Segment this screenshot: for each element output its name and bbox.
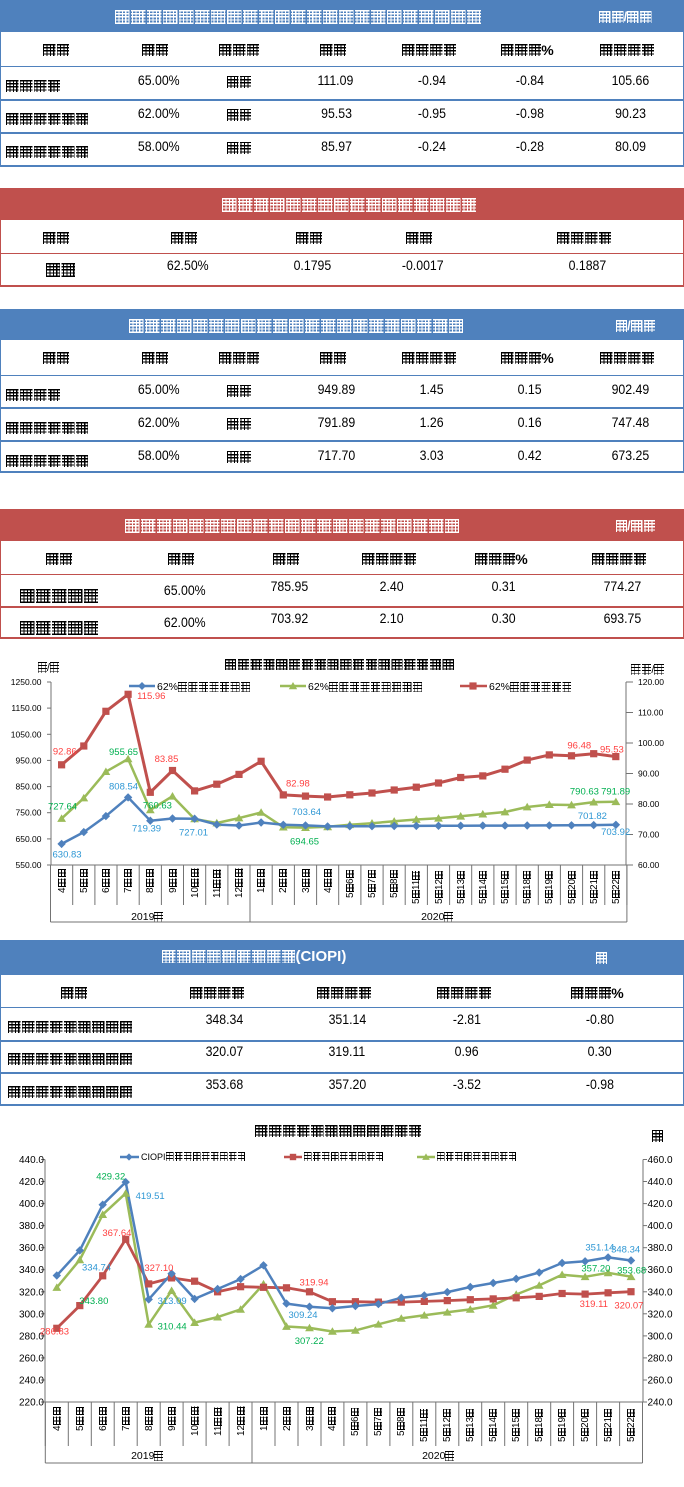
svg-text:120.00: 120.00	[638, 677, 664, 687]
svg-text:808.54: 808.54	[109, 781, 138, 792]
svg-text:327.10: 327.10	[144, 1263, 173, 1274]
svg-text:95.53: 95.53	[600, 744, 624, 755]
svg-text:703.64: 703.64	[292, 807, 321, 818]
svg-text:420.0: 420.0	[19, 1177, 44, 1188]
svg-text:790.63: 790.63	[570, 787, 599, 798]
svg-text:460.0: 460.0	[648, 1155, 673, 1166]
svg-text:280.0: 280.0	[648, 1353, 673, 1364]
svg-text:319.11: 319.11	[580, 1299, 608, 1310]
svg-text:420.0: 420.0	[648, 1199, 673, 1210]
svg-text:750.00: 750.00	[16, 808, 42, 818]
svg-text:360.0: 360.0	[19, 1243, 44, 1254]
svg-text:260.0: 260.0	[19, 1353, 44, 1364]
svg-text:96.48: 96.48	[567, 741, 591, 752]
svg-text:701.82: 701.82	[578, 811, 607, 822]
svg-text:351.14: 351.14	[585, 1243, 614, 1254]
svg-text:1050.00: 1050.00	[11, 729, 42, 739]
svg-text:83.85: 83.85	[155, 754, 179, 765]
svg-text:343.80: 343.80	[79, 1296, 108, 1307]
svg-text:220.0: 220.0	[19, 1398, 44, 1409]
svg-text:240.0: 240.0	[648, 1398, 673, 1409]
svg-text:307.22: 307.22	[295, 1336, 324, 1347]
svg-text:280.0: 280.0	[19, 1331, 44, 1342]
svg-text:727.64: 727.64	[48, 801, 77, 812]
svg-text:367.64: 367.64	[102, 1228, 131, 1239]
svg-text:955.65: 955.65	[109, 747, 138, 758]
svg-text:334.74: 334.74	[82, 1263, 111, 1274]
svg-text:286.83: 286.83	[40, 1327, 69, 1338]
svg-text:313.09: 313.09	[158, 1296, 187, 1307]
svg-text:320.0: 320.0	[648, 1309, 673, 1320]
svg-text:400.0: 400.0	[19, 1199, 44, 1210]
svg-text:309.24: 309.24	[289, 1310, 318, 1321]
svg-text:90.00: 90.00	[638, 769, 660, 779]
svg-text:429.32: 429.32	[96, 1171, 125, 1182]
svg-text:419.51: 419.51	[136, 1191, 165, 1202]
svg-text:100.00: 100.00	[638, 738, 664, 748]
svg-text:340.0: 340.0	[19, 1265, 44, 1276]
svg-text:440.0: 440.0	[19, 1155, 44, 1166]
svg-text:950.00: 950.00	[16, 755, 42, 765]
svg-text:240.0: 240.0	[19, 1376, 44, 1387]
svg-text:380.0: 380.0	[648, 1243, 673, 1254]
svg-text:850.00: 850.00	[16, 782, 42, 792]
svg-text:340.0: 340.0	[648, 1287, 673, 1298]
svg-text:110.00: 110.00	[638, 708, 664, 718]
svg-text:82.98: 82.98	[286, 779, 310, 790]
svg-text:727.01: 727.01	[179, 828, 208, 839]
svg-text:115.96: 115.96	[137, 691, 165, 702]
svg-text:348.34: 348.34	[611, 1244, 640, 1255]
svg-text:703.92: 703.92	[601, 827, 630, 838]
svg-text:60.00: 60.00	[638, 860, 660, 870]
svg-text:310.44: 310.44	[158, 1322, 187, 1333]
svg-text:1150.00: 1150.00	[11, 703, 41, 713]
svg-text:400.0: 400.0	[648, 1221, 673, 1232]
svg-text:320.0: 320.0	[19, 1287, 44, 1298]
svg-text:791.89: 791.89	[601, 787, 630, 798]
svg-text:630.83: 630.83	[53, 850, 82, 861]
svg-text:440.0: 440.0	[648, 1177, 673, 1188]
svg-text:719.39: 719.39	[132, 823, 161, 834]
svg-text:360.0: 360.0	[648, 1265, 673, 1276]
svg-text:320.07: 320.07	[614, 1301, 643, 1312]
svg-text:694.65: 694.65	[290, 837, 319, 848]
svg-text:300.0: 300.0	[648, 1331, 673, 1342]
svg-text:357.20: 357.20	[581, 1264, 610, 1275]
svg-text:319.94: 319.94	[300, 1278, 329, 1289]
svg-text:70.00: 70.00	[638, 830, 660, 840]
svg-text:92.86: 92.86	[53, 747, 77, 758]
svg-text:760.63: 760.63	[143, 801, 172, 812]
svg-text:650.00: 650.00	[16, 834, 42, 844]
svg-text:353.68: 353.68	[617, 1265, 646, 1276]
svg-text:300.0: 300.0	[19, 1309, 44, 1320]
svg-text:80.00: 80.00	[638, 799, 660, 809]
svg-text:380.0: 380.0	[19, 1221, 44, 1232]
svg-text:1250.00: 1250.00	[11, 677, 42, 687]
svg-text:260.0: 260.0	[648, 1376, 673, 1387]
svg-text:550.00: 550.00	[16, 860, 42, 870]
